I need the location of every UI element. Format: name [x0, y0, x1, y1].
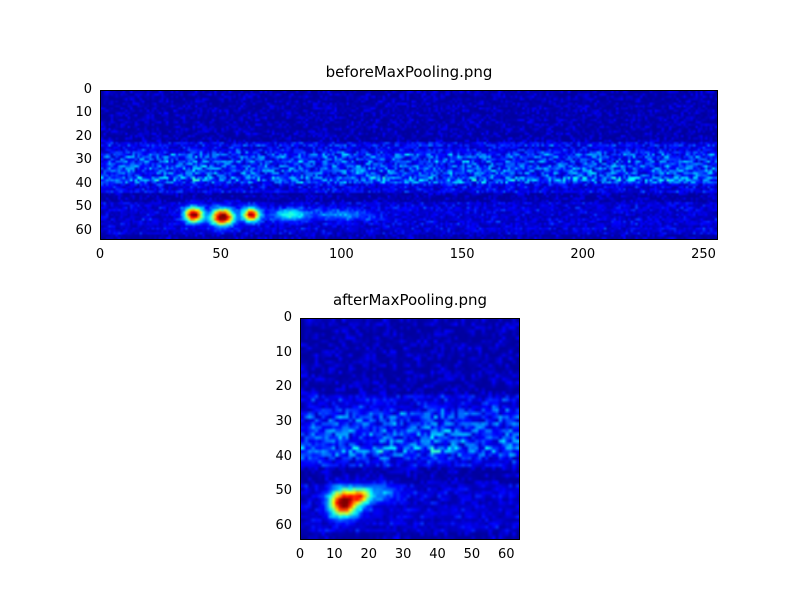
x-tick-label: 150 [449, 247, 475, 262]
x-tick-label: 0 [295, 547, 305, 562]
heatmap-canvas-before [100, 90, 718, 240]
x-tick-label: 50 [212, 247, 229, 262]
x-tick-label: 200 [570, 247, 596, 262]
y-tick-label: 10 [75, 105, 92, 121]
y-tick-label: 30 [275, 414, 292, 430]
y-tick-label: 0 [83, 82, 92, 97]
plot-after-maxpooling: afterMaxPooling.png 0 10 20 30 40 50 60 0 10 20 30… [275, 291, 520, 562]
x-tick-label: 10 [326, 547, 343, 562]
x-tick-label: 100 [328, 247, 354, 262]
heatmap-canvas-after [300, 318, 520, 540]
x-tick-label: 250 [691, 247, 716, 262]
y-tick-label: 0 [283, 310, 292, 325]
plot-title: beforeMaxPooling.png [325, 63, 493, 81]
y-tick-label: 50 [75, 199, 92, 215]
x-tick-label: 60 [497, 547, 515, 562]
y-tick-label: 40 [75, 175, 92, 191]
x-tick-label: 20 [360, 547, 378, 562]
x-tick-label: 30 [394, 547, 412, 562]
y-tick-label: 50 [275, 483, 292, 499]
x-tick-label: 50 [463, 547, 481, 562]
x-tick-label: 40 [429, 547, 446, 562]
y-tick-label: 30 [75, 152, 92, 168]
y-tick-label: 40 [275, 448, 292, 464]
y-tick-label: 10 [275, 344, 292, 360]
x-tick-label: 0 [95, 247, 105, 262]
y-tick-label: 20 [275, 379, 292, 395]
y-tick-label: 20 [75, 128, 92, 144]
y-tick-label: 60 [75, 222, 92, 238]
plot-title: afterMaxPooling.png [332, 291, 488, 309]
plot-before-maxpooling: beforeMaxPooling.png 0 10 20 30 40 50 60 0 50 100… [75, 63, 718, 262]
y-tick-label: 60 [275, 518, 292, 534]
